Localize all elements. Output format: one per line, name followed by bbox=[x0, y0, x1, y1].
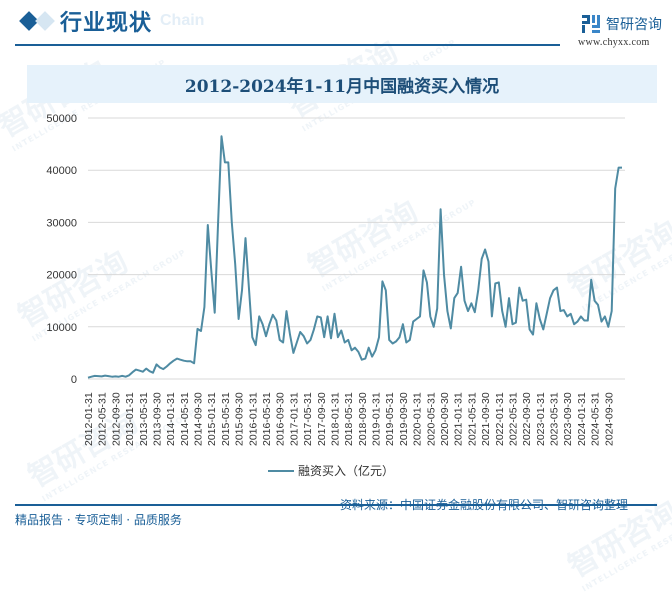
x-tick-label: 2012-01-31 bbox=[83, 392, 95, 446]
x-tick-label: 2023-05-31 bbox=[549, 392, 561, 446]
y-tick-label: 40000 bbox=[46, 165, 77, 177]
brand-logo-icon bbox=[582, 15, 600, 33]
x-tick-label: 2014-09-30 bbox=[193, 392, 205, 446]
y-axis: 0 10000 20000 30000 40000 50000 bbox=[46, 113, 77, 386]
x-tick-label: 2015-05-31 bbox=[220, 392, 232, 446]
header-divider bbox=[15, 44, 560, 46]
x-tick-label: 2015-01-31 bbox=[206, 392, 218, 446]
x-tick-label: 2013-05-31 bbox=[138, 392, 150, 446]
x-tick-label: 2017-01-31 bbox=[288, 392, 300, 446]
x-tick-label: 2022-05-31 bbox=[507, 392, 519, 446]
x-tick-label: 2012-05-31 bbox=[97, 392, 109, 446]
chart-gridlines bbox=[88, 117, 625, 380]
chart-legend: 融资买入（亿元） bbox=[268, 462, 394, 479]
brand-url: www.chyxx.com bbox=[578, 37, 650, 48]
x-tick-label: 2012-09-30 bbox=[110, 392, 122, 446]
legend-swatch bbox=[268, 469, 294, 472]
brand: 智研咨询 bbox=[582, 14, 662, 34]
x-tick-label: 2018-09-30 bbox=[357, 392, 369, 446]
x-tick-label: 2018-05-31 bbox=[343, 392, 355, 446]
x-tick-label: 2019-01-31 bbox=[371, 392, 383, 446]
x-tick-label: 2017-09-30 bbox=[316, 392, 328, 446]
header-ghost-text: Chain bbox=[160, 12, 205, 29]
x-tick-label: 2019-05-31 bbox=[384, 392, 396, 446]
x-tick-label: 2024-09-30 bbox=[603, 392, 615, 446]
x-tick-label: 2015-09-30 bbox=[234, 392, 246, 446]
x-tick-label: 2013-09-30 bbox=[151, 392, 163, 446]
x-tick-label: 2018-01-31 bbox=[329, 392, 341, 446]
x-tick-label: 2024-01-31 bbox=[576, 392, 588, 446]
footer-slogan: 精品报告 · 专项定制 · 品质服务 bbox=[15, 513, 182, 527]
x-tick-label: 2021-05-31 bbox=[466, 392, 478, 446]
x-tick-label: 2017-05-31 bbox=[302, 392, 314, 446]
x-tick-label: 2022-01-31 bbox=[494, 392, 506, 446]
x-tick-label: 2020-01-31 bbox=[412, 392, 424, 446]
x-tick-label: 2014-05-31 bbox=[179, 392, 191, 446]
x-tick-label: 2019-09-30 bbox=[398, 392, 410, 446]
footer-divider bbox=[15, 504, 657, 506]
y-tick-label: 0 bbox=[71, 374, 77, 386]
x-tick-label: 2014-01-31 bbox=[165, 392, 177, 446]
x-tick-label: 2016-09-30 bbox=[275, 392, 287, 446]
x-tick-label: 2024-05-31 bbox=[590, 392, 602, 446]
x-tick-label: 2016-05-31 bbox=[261, 392, 273, 446]
y-tick-label: 20000 bbox=[46, 270, 77, 282]
section-title: 行业现状 bbox=[60, 11, 153, 36]
legend-label: 融资买入（亿元） bbox=[298, 464, 395, 478]
y-tick-label: 50000 bbox=[46, 113, 77, 125]
x-tick-label: 2016-01-31 bbox=[247, 392, 259, 446]
x-tick-label: 2020-05-31 bbox=[425, 392, 437, 446]
x-tick-label: 2021-09-30 bbox=[480, 392, 492, 446]
x-axis: 2012-01-31 2012-05-31 2012-09-30 2013-01-31… bbox=[83, 392, 615, 446]
brand-name: 智研咨询 bbox=[606, 17, 662, 33]
y-tick-label: 30000 bbox=[46, 217, 77, 229]
x-tick-label: 2023-09-30 bbox=[562, 392, 574, 446]
chart-title-box: 2012-2024年1-11月中国融资买入情况 bbox=[27, 65, 657, 103]
x-tick-label: 2023-01-31 bbox=[535, 392, 547, 446]
x-tick-label: 2013-01-31 bbox=[124, 392, 136, 446]
y-tick-label: 10000 bbox=[46, 322, 77, 334]
series-line-margin-buying bbox=[87, 135, 622, 379]
x-tick-label: 2021-01-31 bbox=[453, 392, 465, 446]
chart-title: 2012-2024年1-11月中国融资买入情况 bbox=[184, 76, 500, 97]
x-tick-label: 2022-09-30 bbox=[521, 392, 533, 446]
x-tick-label: 2020-09-30 bbox=[439, 392, 451, 446]
